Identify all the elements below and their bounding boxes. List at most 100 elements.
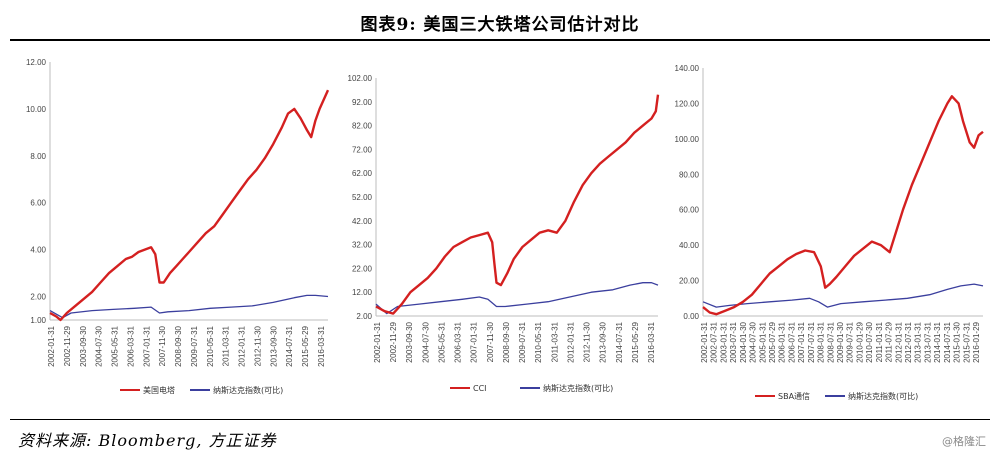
x-tick-label: 2007-11-30: [486, 321, 495, 362]
legend-label: 纳斯达克指数(可比): [848, 391, 918, 401]
x-tick-label: 2014-01-31: [933, 321, 942, 362]
y-tick-label: 22.00: [352, 264, 373, 273]
x-tick-label: 2012-01-31: [566, 321, 575, 362]
legend-label: 美国电塔: [143, 385, 175, 395]
x-tick-label: 2006-03-31: [454, 321, 463, 362]
x-tick-label: 2010-07-30: [865, 321, 874, 362]
y-tick-label: 8.00: [30, 152, 46, 161]
company-series-line: [49, 89, 330, 322]
y-tick-label: 0.00: [683, 312, 699, 321]
x-tick-label: 2006-01-31: [778, 321, 787, 362]
x-tick-label: 2004-01-30: [739, 321, 748, 362]
x-tick-label: 2016-03-31: [647, 321, 656, 362]
x-tick-label: 2014-07-31: [943, 321, 952, 362]
legend-label: 纳斯达克指数(可比): [213, 385, 283, 395]
x-tick-label: 2013-09-30: [599, 321, 608, 362]
x-tick-label: 2013-01-31: [914, 321, 923, 362]
x-tick-label: 2008-01-31: [817, 321, 826, 362]
bottom-rule: [10, 419, 990, 420]
x-tick-label: 2011-03-31: [222, 325, 231, 366]
x-tick-label: 2016-01-29: [972, 321, 981, 362]
x-tick-label: 2007-07-31: [807, 321, 816, 362]
x-tick-label: 2002-01-31: [47, 325, 56, 366]
y-tick-label: 32.00: [352, 241, 373, 250]
x-tick-label: 2006-03-31: [126, 325, 135, 366]
x-tick-label: 2011-01-31: [875, 321, 884, 362]
y-tick-label: 60.00: [679, 206, 700, 215]
y-tick-label: 140.00: [675, 64, 700, 73]
y-tick-label: 12.00: [26, 58, 47, 67]
company-series-line: [702, 95, 984, 316]
x-tick-label: 2009-07-31: [518, 321, 527, 362]
y-tick-label: 120.00: [675, 99, 700, 108]
x-tick-label: 2007-01-31: [142, 325, 151, 366]
y-tick-label: 82.00: [352, 122, 373, 131]
y-tick-label: 20.00: [679, 277, 700, 286]
y-tick-label: 4.00: [30, 246, 46, 255]
legend-label: CCI: [473, 384, 487, 393]
figure-title: 图表9: 美国三大铁塔公司估计对比: [360, 15, 640, 35]
watermark-text: @格隆汇: [942, 435, 986, 448]
chart-panel-sba: 0.00 20.00 40.00 60.00 80.00 100.00 120.00 140.…: [665, 48, 995, 418]
chart-american-tower: 1.00 2.00 4.00 6.00 8.00 10.00 12.00 2002-01-31…: [26, 58, 330, 395]
y-tick-label: 62.00: [352, 169, 373, 178]
top-rule: [10, 39, 990, 41]
x-tick-label: 2005-01-31: [758, 321, 767, 362]
x-tick-label: 2008-09-30: [174, 325, 183, 366]
x-tick-label: 2006-07-31: [787, 321, 796, 362]
nasdaq-series-line: [702, 283, 984, 308]
y-tick-label: 6.00: [30, 199, 46, 208]
x-tick-label: 2010-05-31: [206, 325, 215, 366]
x-tick-label: 2015-05-29: [301, 325, 310, 366]
chart-sba-communications: 0.00 20.00 40.00 60.00 80.00 100.00 120.00 140.…: [675, 64, 984, 401]
x-tick-label: 2004-07-30: [749, 321, 758, 362]
x-tick-label: 2009-07-31: [846, 321, 855, 362]
legend-label: SBA通信: [778, 391, 810, 401]
x-tick-label: 2002-11-29: [389, 321, 398, 362]
y-tick-label: 80.00: [679, 170, 700, 179]
x-tick-label: 2004-07-30: [421, 321, 430, 362]
x-tick-label: 2013-07-31: [923, 321, 932, 362]
x-tick-label: 2011-07-29: [885, 321, 894, 362]
nasdaq-series-line: [375, 282, 659, 315]
x-tick-label: 2005-05-31: [437, 321, 446, 362]
y-tick-label: 92.00: [352, 98, 373, 107]
company-series-line: [375, 94, 660, 315]
legend-label: 纳斯达克指数(可比): [543, 383, 613, 393]
source-note: 资料来源: Bloomberg, 方正证券: [18, 431, 277, 450]
x-tick-label: 2002-07-31: [710, 321, 719, 362]
y-tick-label: 2.00: [356, 312, 372, 321]
x-tick-label: 2013-09-30: [269, 325, 278, 366]
x-tick-label: 2009-07-31: [190, 325, 199, 366]
x-tick-label: 2007-01-31: [470, 321, 479, 362]
x-tick-label: 2008-07-31: [826, 321, 835, 362]
x-tick-label: 2012-01-31: [238, 325, 247, 366]
y-tick-label: 52.00: [352, 193, 373, 202]
x-tick-label: 2003-01-31: [719, 321, 728, 362]
x-tick-label: 2002-11-29: [63, 325, 72, 366]
x-tick-label: 2005-07-29: [768, 321, 777, 362]
x-tick-label: 2003-09-30: [405, 321, 414, 362]
x-tick-label: 2012-07-31: [904, 321, 913, 362]
x-tick-label: 2015-05-29: [631, 321, 640, 362]
x-tick-label: 2007-01-31: [797, 321, 806, 362]
y-tick-label: 1.00: [30, 316, 46, 325]
x-tick-label: 2014-07-31: [615, 321, 624, 362]
x-tick-label: 2002-01-31: [373, 321, 382, 362]
nasdaq-series-line: [49, 294, 329, 319]
x-tick-label: 2015-07-31: [962, 321, 971, 362]
x-tick-label: 2012-11-30: [583, 321, 592, 362]
y-tick-label: 40.00: [679, 241, 700, 250]
x-tick-label: 2016-03-31: [317, 325, 326, 366]
chart-panel-amt: 1.00 2.00 4.00 6.00 8.00 10.00 12.00 2002-01-31…: [10, 48, 340, 418]
y-tick-label: 42.00: [352, 217, 373, 226]
x-tick-label: 2012-01-31: [894, 321, 903, 362]
chart-crown-castle: 2.00 12.00 22.00 32.00 42.00 52.00 62.00 72.00 8…: [348, 74, 660, 393]
x-tick-label: 2008-09-30: [502, 321, 511, 362]
x-tick-label: 2005-05-31: [111, 325, 120, 366]
y-tick-label: 102.00: [348, 74, 373, 83]
x-tick-label: 2010-01-29: [855, 321, 864, 362]
x-tick-label: 2015-01-30: [953, 321, 962, 362]
x-tick-label: 2014-07-31: [285, 325, 294, 366]
x-tick-label: 2003-09-30: [79, 325, 88, 366]
